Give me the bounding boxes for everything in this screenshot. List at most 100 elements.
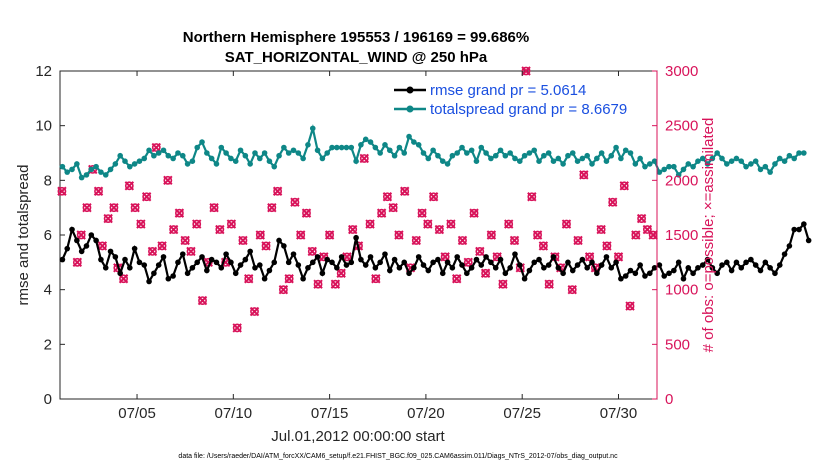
rmse-point [507,265,513,271]
obs-assimilated-point [625,301,635,311]
obs-assimilated-point [596,224,606,235]
obs-possible-point [238,236,248,245]
obs-possible-point [400,186,410,196]
rmse-point [646,270,653,277]
rmse-point [680,275,687,282]
totalspread-point [406,133,412,140]
obs-assimilated-point [376,208,387,218]
rmse-point [781,251,788,257]
totalspread-point [651,158,658,164]
obs-assimilated-point [411,235,421,246]
obs-assimilated-point [284,274,294,284]
obs-assimilated-point [130,202,140,213]
rmse-point [338,254,345,260]
totalspread-point [762,163,769,170]
rmse-point [502,270,509,277]
totalspread-point [343,144,350,151]
obs-assimilated-point [619,181,629,191]
rmse-point [560,270,566,277]
totalspread-point [377,150,383,156]
rmse-point [223,251,229,257]
obs-possible-point [446,219,456,229]
totalspread-point [767,169,773,175]
rmse-point [117,270,123,277]
totalspread-point [266,158,273,164]
rmse-point [459,262,465,268]
rmse-point [406,270,412,277]
rmse-point [541,265,547,271]
obs-assimilated-point [336,268,346,278]
totalspread-point [281,144,287,151]
totalspread-point [141,155,148,162]
x-axis-label: Jul.01,2012 00:00:00 start [271,428,445,445]
obs-possible-point [423,219,433,229]
totalspread-point [598,150,605,156]
rmse-point [252,265,258,271]
obs-possible-point [388,203,398,213]
totalspread-point [464,150,470,156]
totalspread-point [391,152,398,159]
obs-assimilated-point [457,235,468,246]
totalspread-point [541,152,547,159]
rmse-point [228,259,234,266]
chart-title-line-2: SAT_HORIZONTAL_WIND @ 250 hPa [225,49,488,66]
totalspread-point [136,158,143,164]
obs-assimilated-point [428,192,439,202]
totalspread-point [560,161,566,167]
rmse-point [801,221,807,227]
rmse-point [473,256,480,263]
rmse-point [776,262,783,268]
obs-assimilated-point [417,208,427,218]
obs-assimilated-point [521,66,531,76]
rmse-point [300,275,306,282]
obs-possible-point [371,274,381,284]
rmse-point [112,254,119,260]
rmse-point [353,234,359,241]
rmse-point [271,259,278,266]
y-right-tick-label: 1500 [665,227,698,244]
obs-possible-point [504,219,514,229]
obs-possible-point [169,225,179,234]
totalspread-point [309,125,316,132]
rmse-point [791,226,798,233]
totalspread-point [656,169,663,175]
obs-assimilated-point [446,219,456,229]
obs-possible-point [302,208,311,218]
x-tick-label: 07/10 [215,405,253,422]
totalspread-point [680,166,687,173]
totalspread-point [290,147,297,154]
totalspread-point [444,161,451,167]
totalspread-point [536,158,542,164]
rmse-point [155,262,162,268]
y-tick-label: 0 [44,391,52,408]
rmse-point [199,254,205,260]
rmse-point [786,243,793,249]
rmse-point [281,243,287,249]
rmse-point [478,262,485,268]
totalspread-point [502,152,509,159]
rmse-point [695,265,701,271]
legend-marker-rmse [406,86,414,94]
rmse-point [728,267,735,274]
obs-assimilated-point [72,257,83,268]
rmse-point [714,270,720,277]
obs-assimilated-point [192,219,202,229]
totalspread-point [334,144,340,151]
obs-possible-point [284,274,294,284]
rmse-point [362,262,369,268]
totalspread-point [632,161,639,167]
totalspread-point [675,172,682,178]
rmse-point [386,267,393,274]
obs-possible-point [267,203,277,213]
totalspread-point [257,155,263,162]
obs-possible-point [642,225,652,234]
obs-assimilated-point [584,252,595,262]
totalspread-point [584,152,590,159]
totalspread-point [83,172,90,178]
obs-possible-point [377,208,387,218]
rmse-point [748,256,754,263]
obs-assimilated-point [365,219,375,229]
rmse-point [675,259,682,266]
totalspread-point [276,152,282,159]
obs-assimilated-point [463,257,473,268]
